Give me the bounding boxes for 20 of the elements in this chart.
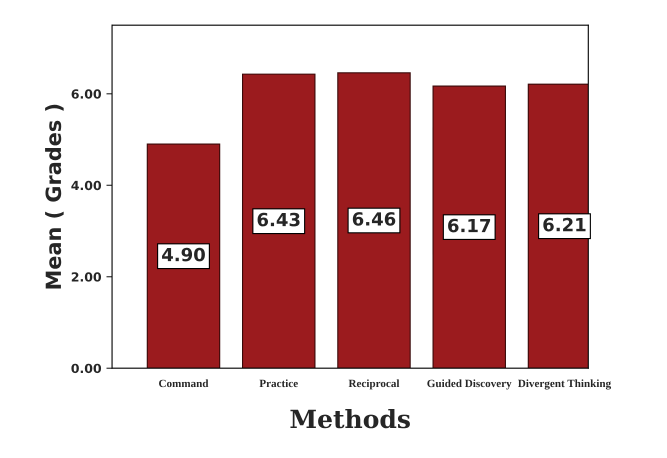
- bar: [242, 74, 316, 368]
- x-tick-label: Guided Discovery: [427, 379, 512, 390]
- x-tick-label: Reciprocal: [348, 379, 400, 390]
- x-tick-label: Command: [159, 379, 208, 388]
- y-axis-title: Mean ( Grades ): [45, 104, 64, 289]
- x-axis-title: Methods: [290, 408, 410, 428]
- data-label: 6.21: [543, 218, 586, 232]
- x-tick-label: Divergent Thinking: [518, 379, 612, 390]
- data-label: 6.17: [448, 218, 490, 232]
- bar: [146, 144, 220, 368]
- bar: [337, 72, 411, 368]
- data-label: 4.90: [162, 248, 205, 262]
- x-tick-label: Practice: [260, 379, 298, 388]
- y-tick-label: 2.00: [72, 272, 102, 282]
- y-tick-label: 4.00: [71, 180, 102, 190]
- y-tick-label: 6.00: [72, 89, 102, 99]
- data-label: 6.46: [352, 212, 396, 226]
- data-label: 6.43: [258, 212, 300, 226]
- y-tick-label: 0.00: [71, 364, 102, 374]
- bar: [432, 85, 506, 368]
